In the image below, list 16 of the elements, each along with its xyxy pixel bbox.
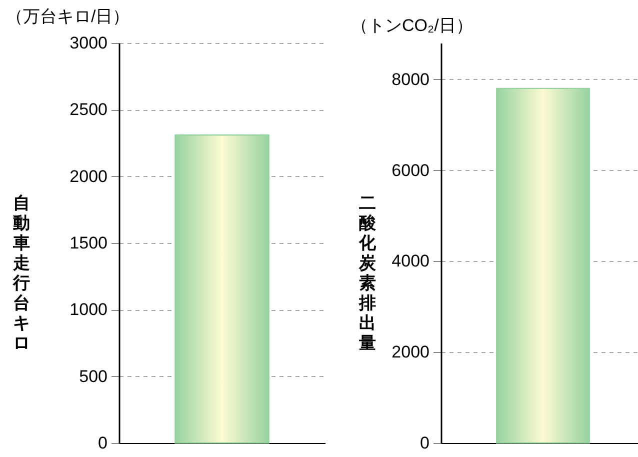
- y-tick-label: 500: [79, 366, 108, 386]
- y-tick-label: 0: [420, 434, 430, 452]
- y-axis-title: 二酸化炭素排出量: [358, 194, 377, 352]
- y-tick-label: 4000: [392, 252, 430, 271]
- chart-title: （トンCO₂/日）: [351, 16, 473, 35]
- y-tick-label: 2000: [392, 342, 430, 362]
- y-tick-label: 1500: [70, 234, 108, 252]
- y-tick-label: 6000: [392, 160, 430, 180]
- y-tick-label: 1000: [70, 300, 108, 320]
- y-tick-label: 2500: [70, 100, 108, 120]
- y-tick-label: 0: [98, 434, 108, 452]
- y-tick-label: 8000: [392, 70, 430, 89]
- y-tick-label: 3000: [70, 34, 108, 52]
- y-tick-label: 2000: [70, 166, 108, 186]
- chart-title: （万台キロ/日）: [6, 7, 130, 26]
- y-axis-title: 自動車走行台キロ: [12, 194, 30, 352]
